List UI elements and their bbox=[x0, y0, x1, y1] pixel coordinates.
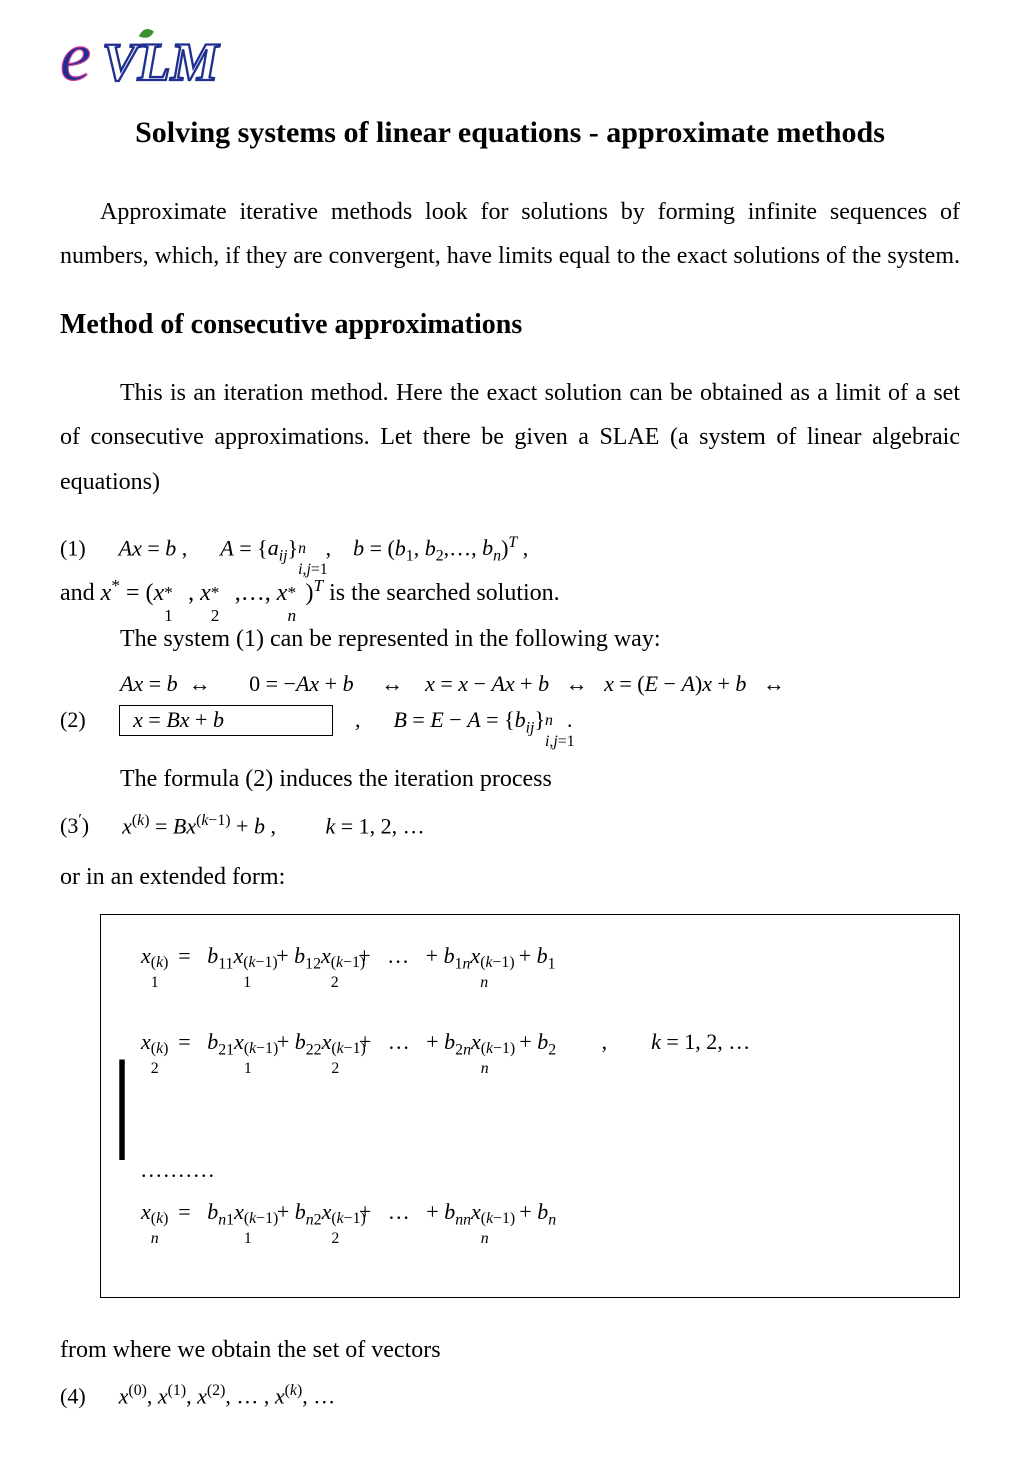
eq1-number: (1) bbox=[60, 535, 86, 560]
evlm-logo: e VLM bbox=[60, 20, 235, 105]
formula-induces-line: The formula (2) induces the iteration pr… bbox=[60, 757, 960, 801]
section-paragraph-1: This is an iteration method. Here the ex… bbox=[60, 371, 960, 504]
document-page: e VLM Solving systems of linear equation… bbox=[0, 0, 1020, 1460]
equivalence-chain: Ax = b ↔ 0 = −Ax + b ↔ x = x − Ax + b ↔ … bbox=[60, 671, 960, 697]
and-line: and x* = (x*1 , x*2 ,…, x*n)T is the sea… bbox=[60, 576, 960, 607]
equation-2-box: x = Bx + b x = Bx + b bbox=[119, 705, 333, 736]
equation-4: (4) x(0), x(1), x(2), … , x(k), … x^{(0)… bbox=[60, 1382, 960, 1409]
eq2-number: (2) bbox=[60, 707, 86, 732]
system-row-1: x(k)1 = b11x(k−1)1 + b12x(k−1)2 + … + b1… bbox=[141, 935, 929, 1021]
intro-paragraph: Approximate iterative methods look for s… bbox=[60, 190, 960, 279]
and-post: is the searched solution. bbox=[329, 580, 560, 606]
equation-1: (1) Ax = b , A = {aij}ni,j=1 , b = (b1, … bbox=[60, 534, 960, 566]
svg-text:VLM: VLM bbox=[102, 32, 221, 92]
equation-3prime: (3′) x(k) = Bx(k−1) + b , k = 1, 2, … (3… bbox=[60, 812, 960, 839]
svg-text:e: e bbox=[60, 20, 91, 96]
eq3-number: (3′) bbox=[60, 813, 89, 838]
system-row-n: x(k)n = bn1x(k−1)1 + bn2x(k−1)2 + … + bn… bbox=[141, 1191, 929, 1277]
system-left-bar: | bbox=[111, 1061, 133, 1138]
section-heading: Method of consecutive approximations bbox=[60, 309, 960, 341]
equation-2: (2) x = Bx + b x = Bx + b , B = E − A = … bbox=[60, 707, 960, 737]
page-title: Solving systems of linear equations - ap… bbox=[60, 116, 960, 150]
system-intro-line: The system (1) can be represented in the… bbox=[60, 617, 960, 661]
system-row-dots: .......... bbox=[141, 1149, 929, 1191]
system-lines: x(k)1 = b11x(k−1)1 + b12x(k−1)2 + … + b1… bbox=[141, 935, 929, 1277]
system-row-2: x(k)2 = b21x(k−1)1 + b22x(k−1)2 + … + b2… bbox=[141, 1021, 929, 1149]
and-pre: and bbox=[60, 580, 101, 606]
eq4-number: (4) bbox=[60, 1384, 86, 1409]
extended-system-box: | x(k)1 = b11x(k−1)1 + b12x(k−1)2 + … + … bbox=[100, 914, 960, 1298]
system-trail: , k = 1, 2, …, k = 1, 2, … bbox=[602, 1021, 862, 1063]
from-where-line: from where we obtain the set of vectors bbox=[60, 1328, 960, 1372]
extended-form-line: or in an extended form: bbox=[60, 855, 960, 899]
